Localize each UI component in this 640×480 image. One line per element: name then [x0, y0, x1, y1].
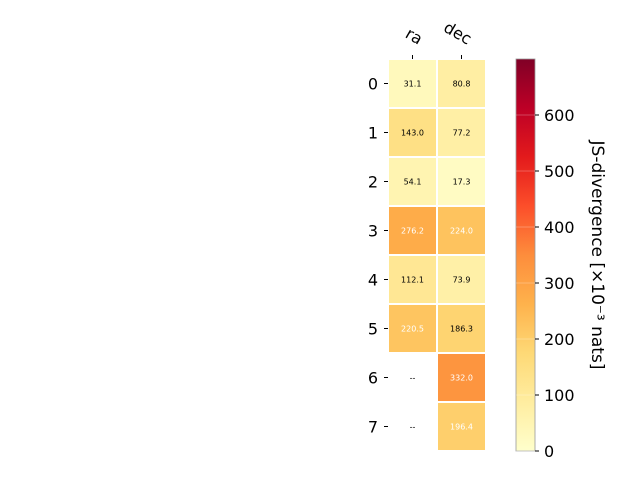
row-tick-label: 2: [368, 173, 378, 192]
colorbar: 0 100 200 300 400 500 600 JS-divergence [×10⁻³…: [515, 58, 607, 461]
cell-value-label: 73.9: [453, 276, 471, 285]
heatmap-cell-7-dec: [438, 403, 485, 450]
cell-value-label: 224.0: [450, 227, 473, 236]
cell-value-label: 220.5: [401, 325, 424, 334]
row-tick-label: 4: [368, 271, 378, 290]
row-tick-label: 0: [368, 75, 378, 94]
heatmap-cell-1-dec: [438, 109, 485, 156]
cell-missing-label: --: [410, 423, 416, 432]
column-tick-label: ra: [402, 24, 426, 49]
column-tick-label: dec: [441, 18, 475, 49]
colorbar-label: JS-divergence [×10⁻³ nats]: [587, 140, 607, 370]
colorbar-ticks: 0 100 200 300 400 500 600: [516, 106, 575, 461]
cell-value-label: 77.2: [453, 129, 471, 138]
cell-value-label: 143.0: [401, 129, 424, 138]
heatmap-cell-5-dec: [438, 305, 485, 352]
colorbar-tick-label: 0: [544, 442, 554, 461]
heatmap-cells: 31.1 80.8 143.0 77.2 54.1 17.3 276.2 224.0 112.1…: [389, 60, 485, 450]
cell-value-label: 332.0: [450, 374, 473, 383]
colorbar-tick-label: 100: [544, 386, 575, 405]
cell-value-label: 80.8: [453, 80, 471, 89]
heatmap-cell-1-ra: [389, 109, 436, 156]
colorbar-tick-label: 600: [544, 106, 575, 125]
cell-value-label: 31.1: [404, 80, 422, 89]
heatmap-cell-4-dec: [438, 256, 485, 303]
heatmap-cell-0-ra: [389, 60, 436, 107]
cell-value-label: 54.1: [404, 178, 422, 187]
colorbar-tick-label: 400: [544, 218, 575, 237]
heatmap-cell-2-dec: [438, 158, 485, 205]
row-tick-label: 5: [368, 320, 378, 339]
heatmap-cell-0-dec: [438, 60, 485, 107]
cell-value-label: 186.3: [450, 325, 473, 334]
row-tick-label: 6: [368, 369, 378, 388]
row-tick-label: 3: [368, 222, 378, 241]
cell-value-label: 112.1: [401, 276, 424, 285]
colorbar-tick-label: 200: [544, 330, 575, 349]
cell-missing-label: --: [410, 374, 416, 383]
heatmap-cell-6-dec: [438, 354, 485, 401]
heatmap-cell-4-ra: [389, 256, 436, 303]
colorbar-tick-label: 300: [544, 274, 575, 293]
cell-value-label: 196.4: [450, 423, 473, 432]
heatmap-cell-3-dec: [438, 207, 485, 254]
colorbar-tick-label: 500: [544, 162, 575, 181]
heatmap-cell-3-ra: [389, 207, 436, 254]
cell-value-label: 17.3: [453, 178, 471, 187]
cell-value-label: 276.2: [401, 227, 424, 236]
row-tick-label: 1: [368, 124, 378, 143]
heatmap-cell-2-ra: [389, 158, 436, 205]
row-tick-label: 7: [368, 418, 378, 437]
column-axis: ra dec: [402, 18, 475, 59]
row-axis: 0 1 2 3 4 5 6 7: [368, 75, 388, 437]
colorbar-gradient: [515, 58, 536, 452]
heatmap-cell-5-ra: [389, 305, 436, 352]
